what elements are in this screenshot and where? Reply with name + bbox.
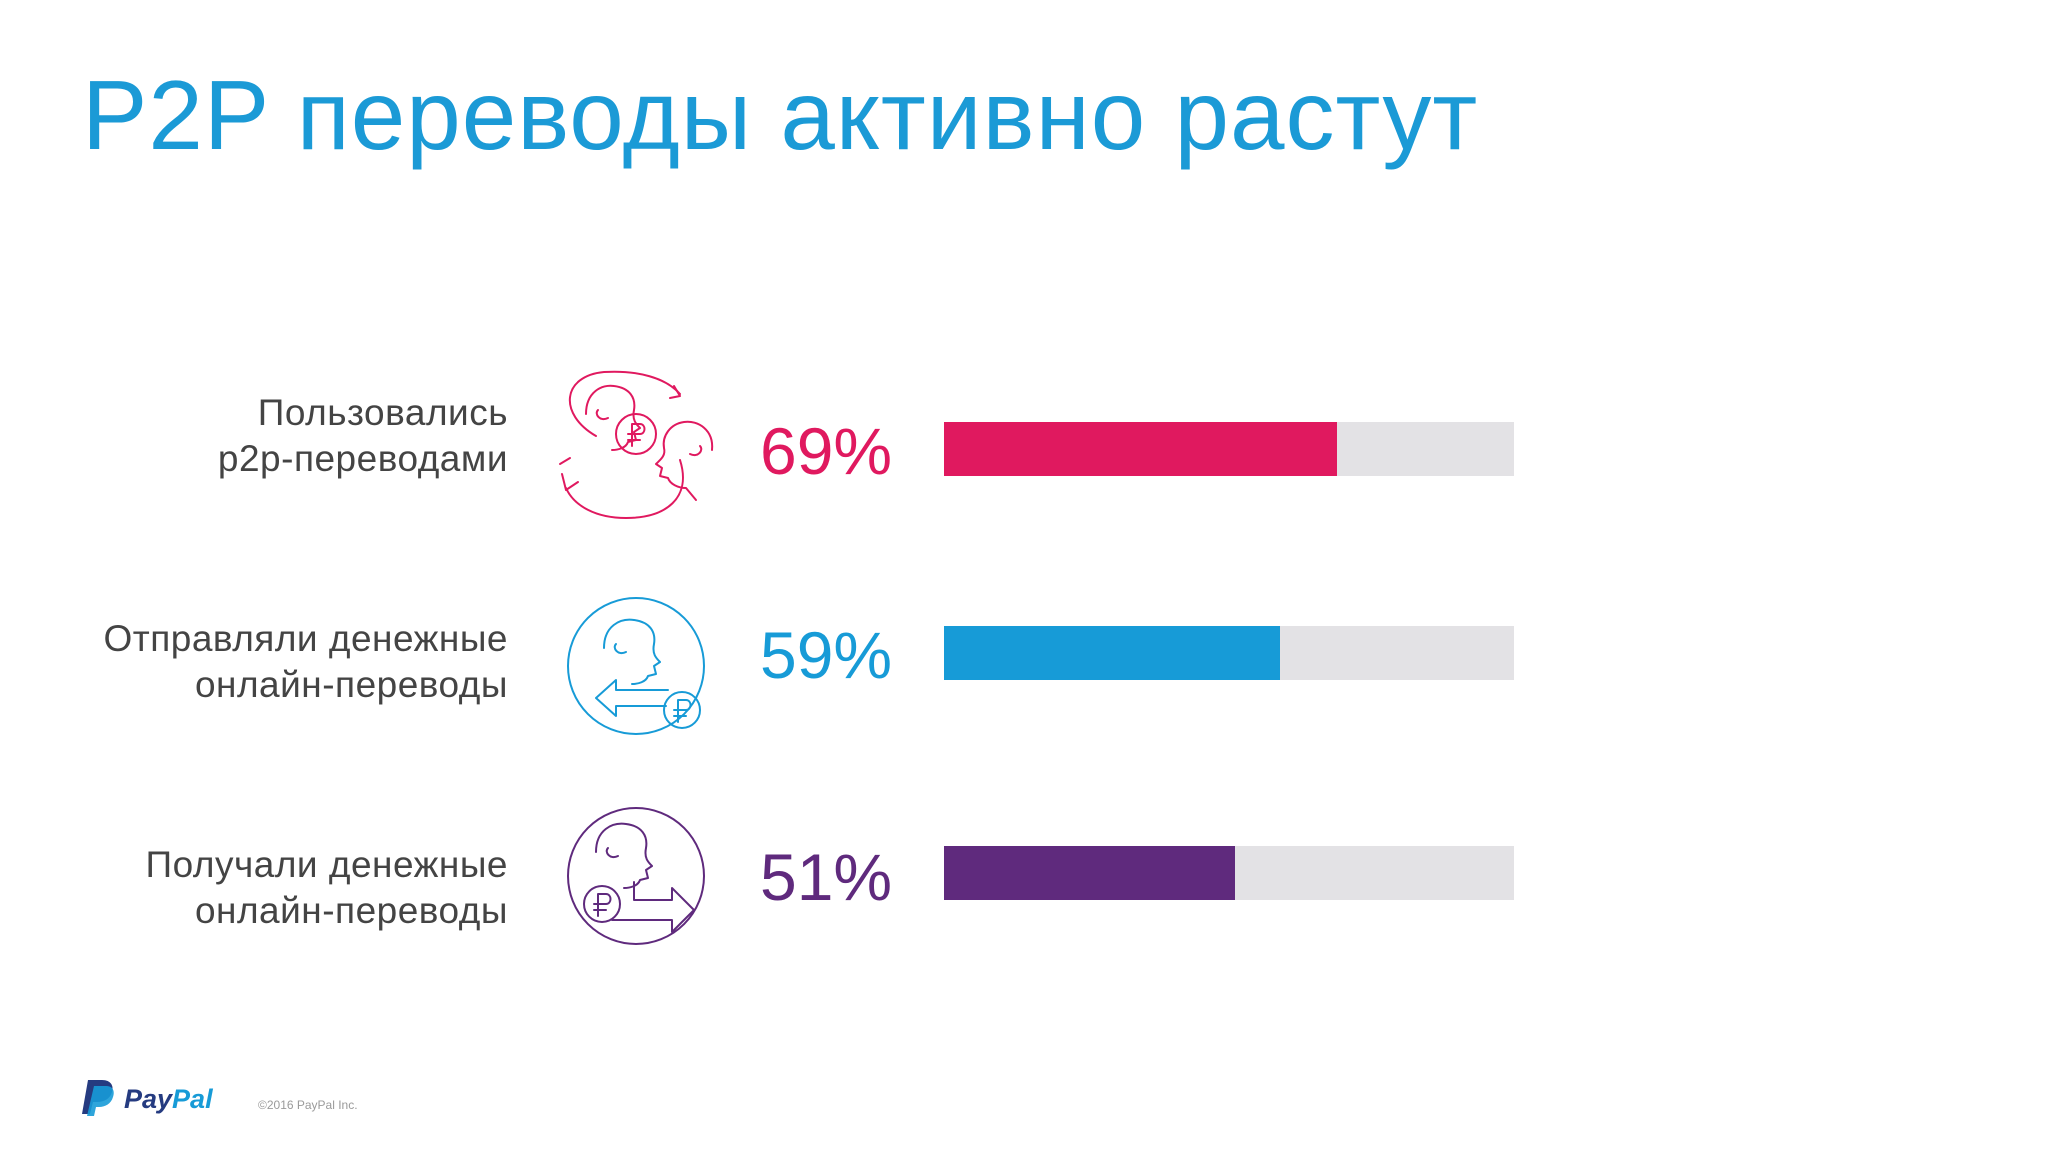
bar-track — [944, 846, 1514, 900]
slide-title: P2P переводы активно растут — [82, 60, 1479, 170]
row-label-line: Пользовались — [257, 392, 508, 433]
bar-fill — [944, 422, 1337, 476]
row-label-line: онлайн-переводы — [194, 664, 508, 705]
row-label: Отправляли денежные онлайн-переводы — [0, 616, 508, 708]
row-value: 59% — [760, 618, 893, 692]
row-label: Получали денежные онлайн-переводы — [0, 842, 508, 934]
copyright-text: ©2016 PayPal Inc. — [258, 1098, 358, 1112]
row-value: 69% — [760, 414, 893, 488]
chart-row: Пользовались p2p-переводами — [0, 370, 2048, 520]
row-label-line: p2p-переводами — [217, 438, 508, 479]
paypal-mark-icon — [82, 1080, 114, 1116]
chart-row: Отправляли денежные онлайн-переводы 59% — [0, 590, 2048, 740]
bar-fill — [944, 626, 1280, 680]
bar-track — [944, 422, 1514, 476]
row-label-line: онлайн-переводы — [194, 890, 508, 931]
bar-fill — [944, 846, 1235, 900]
paypal-wordmark: PayPal — [124, 1084, 213, 1114]
row-label: Пользовались p2p-переводами — [0, 390, 508, 482]
paypal-logo: PayPal — [82, 1078, 232, 1118]
chart-row: Получали денежные онлайн-переводы 51% — [0, 800, 2048, 950]
send-money-icon — [556, 590, 716, 740]
row-label-line: Получали денежные — [145, 844, 508, 885]
p2p-exchange-icon — [556, 370, 716, 520]
receive-money-icon — [556, 800, 716, 950]
row-value: 51% — [760, 840, 893, 914]
row-label-line: Отправляли денежные — [103, 618, 508, 659]
bar-track — [944, 626, 1514, 680]
